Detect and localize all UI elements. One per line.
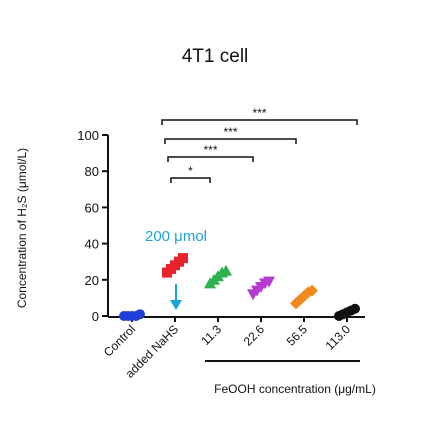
point: [220, 264, 232, 276]
y-tick-label: 60: [85, 200, 99, 215]
significance-bracket: [161, 119, 358, 125]
y-tick-label: 80: [85, 164, 99, 179]
significance-bracket: [170, 177, 211, 183]
point: [135, 309, 145, 320]
point: [350, 303, 360, 314]
significance-label: *: [188, 164, 193, 178]
x-axis-label: FeOOH concentration (μg/mL): [214, 382, 376, 396]
significance-label: ***: [223, 125, 237, 139]
x-tick-label: 11.3: [198, 322, 224, 348]
y-tick-label: 40: [85, 237, 99, 252]
significance-label: ***: [203, 143, 217, 157]
x-tick-label: 22.6: [241, 322, 268, 349]
y-tick-label: 100: [77, 128, 99, 143]
significance-bracket: [164, 138, 297, 144]
significance-label: ***: [252, 106, 266, 120]
y-tick-label: 20: [85, 273, 99, 288]
x-tick-label: 56.5: [284, 322, 311, 349]
annotation: 200 μmol: [145, 228, 207, 245]
point: [178, 253, 188, 264]
arrow-head: [170, 300, 182, 310]
y-tick-label: 0: [92, 309, 99, 324]
y-axis-label: Concentration of H₂S (μmol/L): [15, 148, 29, 308]
x-tick-label: 113.0: [323, 322, 354, 353]
significance-bracket: [167, 156, 254, 162]
x-tick-label: Control: [101, 322, 138, 359]
point: [263, 276, 275, 288]
chart-title: 4T1 cell: [182, 46, 249, 67]
point: [306, 284, 318, 297]
